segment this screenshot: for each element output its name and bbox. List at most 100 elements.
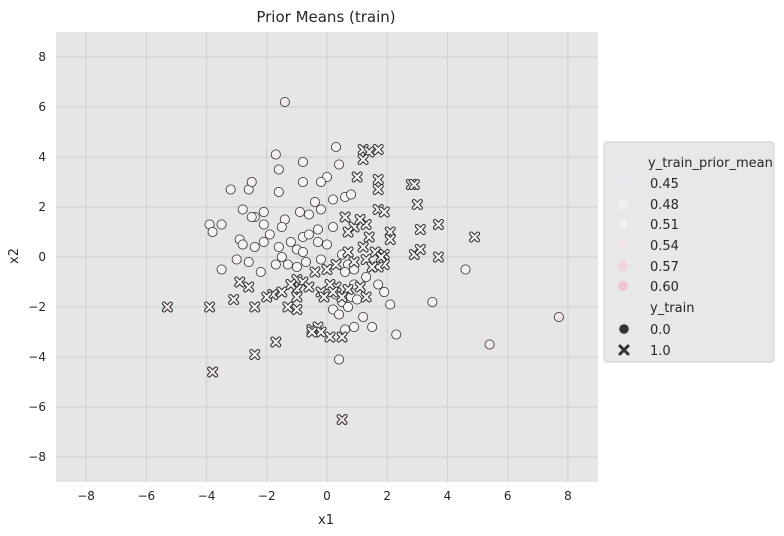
data-point-x bbox=[292, 305, 302, 314]
data-point-x bbox=[373, 145, 383, 154]
data-point-x bbox=[316, 327, 326, 337]
data-point-x bbox=[433, 220, 443, 229]
data-point-circle bbox=[427, 296, 438, 307]
chart-title: Prior Means (train) bbox=[256, 8, 395, 26]
data-point-circle bbox=[379, 286, 390, 297]
data-point-x bbox=[412, 200, 422, 209]
data-point-x bbox=[162, 302, 172, 312]
legend-style-0: 0.0 bbox=[619, 323, 671, 338]
data-point-circle bbox=[334, 309, 345, 320]
legend-x-marker-icon bbox=[618, 344, 630, 356]
data-point-x bbox=[337, 415, 347, 424]
data-point-circle bbox=[237, 239, 248, 250]
x-tick-label: 6 bbox=[504, 489, 512, 503]
data-point-circle bbox=[276, 251, 287, 262]
data-point-x bbox=[283, 302, 293, 312]
data-point-circle bbox=[279, 97, 290, 108]
data-point-circle bbox=[328, 194, 339, 205]
data-point-circle bbox=[312, 236, 323, 247]
data-point-circle bbox=[315, 204, 326, 215]
data-point-circle bbox=[303, 209, 314, 220]
data-point-circle bbox=[216, 219, 227, 230]
data-point-circle bbox=[361, 271, 372, 282]
legend-style-label: 0.0 bbox=[650, 323, 671, 338]
legend-hue-swatch bbox=[618, 199, 628, 209]
legend-hue-label: 0.57 bbox=[650, 260, 679, 275]
legend-hue-swatch bbox=[618, 261, 628, 271]
data-point-x bbox=[385, 235, 395, 244]
legend-hue-0: 0.45 bbox=[618, 177, 679, 192]
y-tick-label: −6 bbox=[28, 400, 46, 414]
data-point-circle bbox=[349, 321, 360, 332]
data-point-x bbox=[355, 282, 365, 292]
data-point-x bbox=[352, 172, 362, 182]
data-point-circle bbox=[246, 176, 257, 187]
data-point-x bbox=[433, 252, 443, 262]
x-tick-label: −8 bbox=[77, 489, 95, 503]
data-point-circle bbox=[243, 256, 254, 267]
data-point-x bbox=[250, 350, 260, 359]
data-point-circle bbox=[207, 226, 218, 237]
legend-hue-5: 0.60 bbox=[618, 280, 679, 295]
data-point-circle bbox=[340, 266, 351, 277]
legend-box bbox=[603, 141, 775, 363]
data-point-circle bbox=[297, 176, 308, 187]
data-point-x bbox=[331, 260, 341, 269]
data-point-circle bbox=[328, 221, 339, 232]
data-point-circle bbox=[391, 329, 402, 340]
data-point-circle bbox=[282, 259, 293, 270]
data-point-circle bbox=[321, 239, 332, 250]
y-tick-label: 6 bbox=[38, 100, 46, 114]
data-point-circle bbox=[315, 254, 326, 265]
y-tick-label: −4 bbox=[28, 350, 46, 364]
legend-style-1: 1.0 bbox=[618, 344, 671, 359]
data-point-circle bbox=[460, 264, 471, 275]
legend-hue-swatch bbox=[618, 219, 628, 229]
data-point-x bbox=[307, 327, 317, 337]
data-point-x bbox=[262, 292, 272, 302]
data-point-x bbox=[205, 302, 215, 312]
legend-hue-2: 0.51 bbox=[618, 218, 679, 233]
data-point-circle bbox=[300, 256, 311, 267]
legend-hue-label: 0.51 bbox=[650, 218, 679, 233]
legend-hue-swatch bbox=[618, 240, 628, 250]
data-point-x bbox=[409, 180, 419, 189]
data-point-circle bbox=[291, 261, 302, 272]
data-point-circle bbox=[484, 339, 495, 350]
data-point-circle bbox=[255, 266, 266, 277]
data-point-circle bbox=[270, 149, 281, 160]
data-point-circle bbox=[385, 299, 396, 310]
x-tick-label: −2 bbox=[258, 489, 276, 503]
data-point-circle bbox=[303, 229, 314, 240]
y-tick-label: 0 bbox=[38, 250, 46, 264]
data-point-x bbox=[235, 277, 245, 287]
x-tick-label: −6 bbox=[137, 489, 155, 503]
legend-hue-label: 0.60 bbox=[650, 280, 679, 295]
legend-style-label: 1.0 bbox=[650, 344, 671, 359]
legend-hue-4: 0.57 bbox=[618, 260, 679, 275]
y-tick-label: 2 bbox=[38, 200, 46, 214]
legend: y_train_prior_mean 0.45 0.48 0.51 0.54 0… bbox=[603, 141, 775, 363]
data-point-x bbox=[343, 247, 353, 257]
data-point-x bbox=[415, 245, 425, 254]
legend-circle-marker-icon bbox=[619, 324, 629, 334]
data-point-x bbox=[271, 337, 281, 347]
x-axis-label: x1 bbox=[318, 513, 334, 528]
legend-hue-3: 0.54 bbox=[618, 239, 679, 254]
data-point-circle bbox=[273, 241, 284, 252]
data-point-x bbox=[229, 295, 239, 304]
legend-hue-title: y_train_prior_mean bbox=[648, 156, 773, 171]
data-point-x bbox=[415, 225, 425, 234]
data-point-circle bbox=[352, 294, 363, 305]
data-point-x bbox=[355, 215, 365, 224]
data-point-x bbox=[244, 282, 254, 292]
y-tick-label: 4 bbox=[38, 150, 46, 164]
data-point-circle bbox=[343, 301, 354, 312]
data-point-circle bbox=[334, 159, 345, 170]
data-point-x bbox=[358, 242, 368, 252]
data-point-circle bbox=[258, 219, 269, 230]
y-tick-label: −2 bbox=[28, 300, 46, 314]
data-point-x bbox=[328, 287, 338, 297]
data-point-circle bbox=[264, 229, 275, 240]
